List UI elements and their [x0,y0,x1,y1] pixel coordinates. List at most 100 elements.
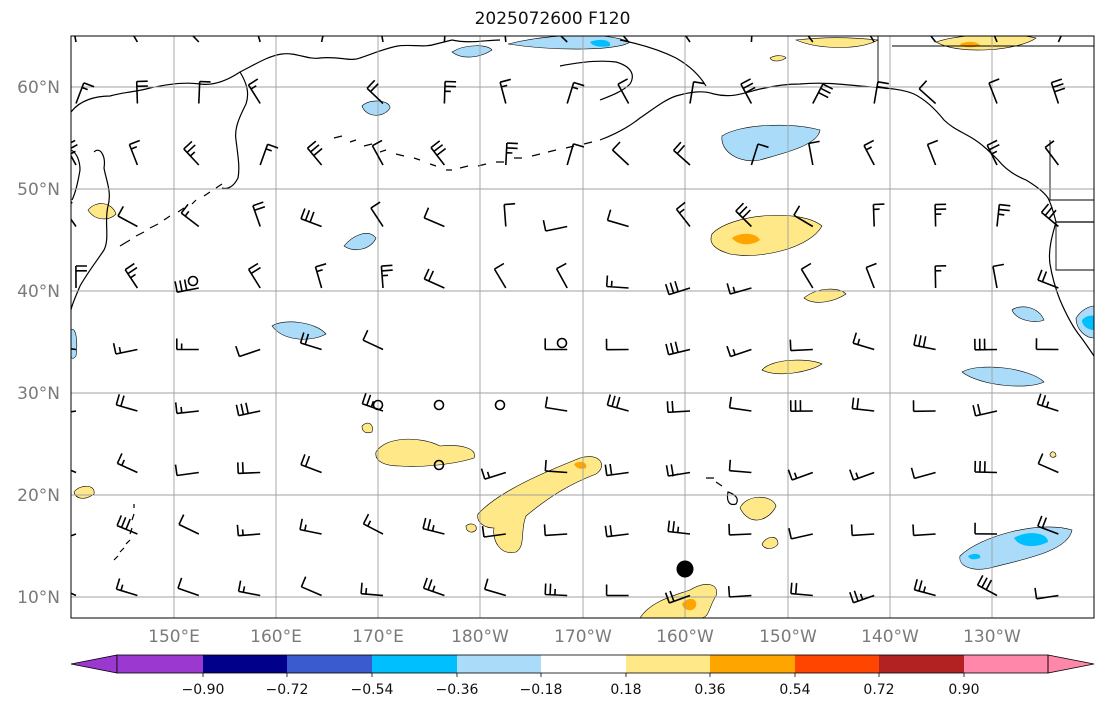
wind-barb [992,263,1005,289]
colorbar-tick-label: 0.90 [948,682,979,698]
colorbar-ticks [202,673,965,677]
wind-barb [306,140,323,166]
wind-barb [1040,203,1059,228]
wind-barb [622,36,630,43]
wind-barb [1044,140,1060,166]
colorbar-tick-label: 0.72 [863,682,894,698]
wind-barb [544,396,568,412]
wind-barb [812,83,834,104]
wind-barb [117,206,138,228]
wind-barb [180,203,200,228]
wind-barb [974,522,998,535]
positive-field-patch [682,598,697,611]
positive-field-patch [375,438,475,467]
positive-field-patch [769,55,787,62]
wind-barb [443,36,446,43]
wind-barb [606,209,629,228]
colorbar-tick-label: −0.72 [266,682,309,698]
negative-field-patch [271,321,327,340]
wind-barb [800,262,814,289]
lon-label: 160°E [250,627,302,647]
map-plot [70,35,1095,619]
positive-field-patch [477,456,602,553]
colorbar-tick-label: −0.36 [436,682,479,698]
wind-barb [740,78,756,104]
colorbar-tick-label: −0.90 [182,682,225,698]
wind-barb [115,394,138,412]
wind-barb [124,262,139,289]
wind-barb [667,520,691,535]
colorbar-segment [710,655,795,673]
wind-barb [1035,338,1059,351]
wind-barb [664,590,691,604]
positive-field-patch [732,233,760,245]
hawaiian-islands [671,473,738,506]
wind-barb [71,347,77,351]
positive-field-patch [710,214,823,256]
wind-barb [236,524,261,537]
wind-barb [544,459,568,474]
wind-barb [480,468,507,480]
lon-label: 150°E [148,627,200,647]
wind-barb [988,78,1000,104]
coastlines [71,36,1094,561]
wind-barb [481,525,506,538]
wind-barb [178,514,200,535]
lon-label: 180°W [451,627,509,647]
colorbar-segment [372,655,457,673]
wind-barb [789,339,813,352]
shaded-fields [71,36,1094,618]
wind-barb [851,397,875,412]
lon-label: 170°E [352,627,404,647]
negative-field-patch [1011,306,1045,322]
wind-barb [726,283,752,295]
wind-barb [235,345,261,358]
positive-field-patch [87,203,117,220]
wind-barb [257,36,261,43]
lon-label: 130°W [963,627,1021,647]
negative-field-patch [343,233,377,250]
latitude-labels: 60°N 50°N 40°N 30°N 20°N 10°N [17,78,60,608]
wind-barb [666,400,691,414]
wind-barb [863,139,875,166]
wind-barb [361,393,384,412]
north-america-west-coast [1048,221,1094,357]
wind-barb [849,469,875,481]
wind-barb [74,36,77,43]
wind-barb [370,201,384,227]
lat-label: 60°N [17,78,60,98]
wind-barb [493,262,507,289]
wind-barb [360,582,384,597]
wind-barb [604,525,629,538]
wind-barb [299,332,322,351]
wind-barb [934,265,947,289]
positive-field-patch [1049,451,1057,458]
ocean-background [71,36,1094,618]
wind-barb [362,329,384,351]
colorbar-tick-label: 0.18 [610,682,641,698]
wind-barb [423,268,445,289]
wind-barb [664,280,691,296]
wind-barb [617,78,630,104]
wind-barb [505,142,518,166]
wind-barb [300,208,322,228]
lat-label: 10°N [17,588,60,608]
wind-barb [728,459,752,474]
kuril-islands [119,183,223,247]
sakhalin-coastline [71,149,81,201]
negative-field-patch [361,100,391,116]
wind-barb [735,202,752,228]
wind-barb [728,523,752,536]
calm-circle [187,275,199,287]
alaska-coastline [599,82,1094,223]
wind-barbs [71,36,1066,604]
wind-barb [237,462,261,475]
wind-barb [115,578,138,597]
map-title: 2025072600 F120 [474,9,631,29]
lat-label: 20°N [17,486,60,506]
wind-barb [1037,515,1059,535]
wind-barb [430,140,447,166]
colorbar-segment [203,655,287,673]
calm-circle [433,459,445,471]
wind-barb [604,463,629,477]
